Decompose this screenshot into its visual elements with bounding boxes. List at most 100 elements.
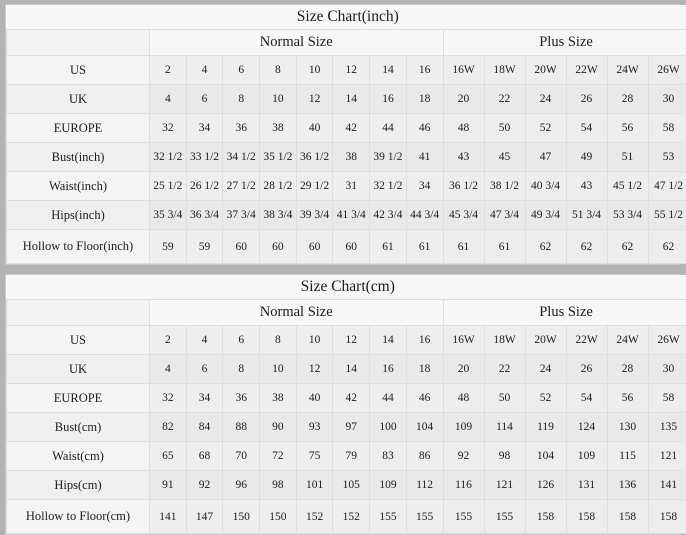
data-cell: 26W	[648, 56, 686, 85]
group-header: Plus Size	[443, 300, 686, 326]
data-cell: 40	[296, 384, 333, 413]
data-cell: 34 1/2	[223, 143, 260, 172]
data-cell: 26 1/2	[186, 172, 223, 201]
data-cell: 114	[484, 413, 525, 442]
data-cell: 50	[484, 384, 525, 413]
data-cell: 44 3/4	[406, 201, 443, 230]
data-cell: 60	[296, 230, 333, 264]
data-cell: 49	[566, 143, 607, 172]
data-cell: 51	[607, 143, 648, 172]
data-cell: 20W	[525, 56, 566, 85]
data-cell: 2	[150, 326, 187, 355]
data-cell: 124	[566, 413, 607, 442]
data-cell: 62	[566, 230, 607, 264]
data-cell: 29 1/2	[296, 172, 333, 201]
data-cell: 40 3/4	[525, 172, 566, 201]
data-cell: 43	[443, 143, 484, 172]
row-label: Bust(inch)	[7, 143, 150, 172]
chart-title: Size Chart(inch)	[7, 5, 686, 30]
data-cell: 39 3/4	[296, 201, 333, 230]
data-cell: 88	[223, 413, 260, 442]
data-cell: 84	[186, 413, 223, 442]
data-cell: 39 1/2	[370, 143, 407, 172]
data-cell: 46	[406, 384, 443, 413]
data-cell: 20	[443, 85, 484, 114]
data-cell: 68	[186, 442, 223, 471]
data-cell: 32	[150, 384, 187, 413]
data-cell: 54	[566, 384, 607, 413]
data-cell: 22	[484, 85, 525, 114]
data-cell: 24	[525, 355, 566, 384]
data-cell: 40	[296, 114, 333, 143]
row-label: US	[7, 56, 150, 85]
data-cell: 12	[296, 355, 333, 384]
row-label: EUROPE	[7, 114, 150, 143]
data-cell: 92	[186, 471, 223, 500]
data-cell: 26W	[648, 326, 686, 355]
data-cell: 135	[648, 413, 686, 442]
data-cell: 56	[607, 114, 648, 143]
data-cell: 28	[607, 85, 648, 114]
data-cell: 33 1/2	[186, 143, 223, 172]
data-cell: 104	[406, 413, 443, 442]
data-cell: 24W	[607, 326, 648, 355]
data-cell: 6	[186, 85, 223, 114]
data-cell: 60	[260, 230, 297, 264]
data-cell: 141	[150, 500, 187, 534]
data-cell: 38 1/2	[484, 172, 525, 201]
data-cell: 30	[648, 355, 686, 384]
data-cell: 38	[333, 143, 370, 172]
data-cell: 121	[484, 471, 525, 500]
data-cell: 79	[333, 442, 370, 471]
data-cell: 24W	[607, 56, 648, 85]
data-cell: 116	[443, 471, 484, 500]
data-cell: 47 3/4	[484, 201, 525, 230]
data-cell: 6	[223, 326, 260, 355]
data-cell: 45 1/2	[607, 172, 648, 201]
data-cell: 98	[484, 442, 525, 471]
data-cell: 55 1/2	[648, 201, 686, 230]
data-cell: 20	[443, 355, 484, 384]
data-cell: 59	[150, 230, 187, 264]
data-cell: 38	[260, 114, 297, 143]
data-cell: 42	[333, 384, 370, 413]
data-cell: 52	[525, 114, 566, 143]
data-cell: 41 3/4	[333, 201, 370, 230]
data-cell: 28	[607, 355, 648, 384]
data-cell: 61	[406, 230, 443, 264]
data-cell: 18W	[484, 326, 525, 355]
data-cell: 152	[296, 500, 333, 534]
data-cell: 155	[484, 500, 525, 534]
data-cell: 10	[260, 85, 297, 114]
data-cell: 104	[525, 442, 566, 471]
data-cell: 98	[260, 471, 297, 500]
data-cell: 18	[406, 85, 443, 114]
data-cell: 155	[370, 500, 407, 534]
data-cell: 92	[443, 442, 484, 471]
data-cell: 42	[333, 114, 370, 143]
data-cell: 14	[370, 326, 407, 355]
data-cell: 10	[260, 355, 297, 384]
data-cell: 41	[406, 143, 443, 172]
data-cell: 16W	[443, 56, 484, 85]
data-cell: 155	[443, 500, 484, 534]
data-cell: 6	[223, 56, 260, 85]
data-cell: 46	[406, 114, 443, 143]
data-cell: 47 1/2	[648, 172, 686, 201]
data-cell: 48	[443, 384, 484, 413]
data-cell: 38 3/4	[260, 201, 297, 230]
group-header-blank	[7, 30, 150, 56]
